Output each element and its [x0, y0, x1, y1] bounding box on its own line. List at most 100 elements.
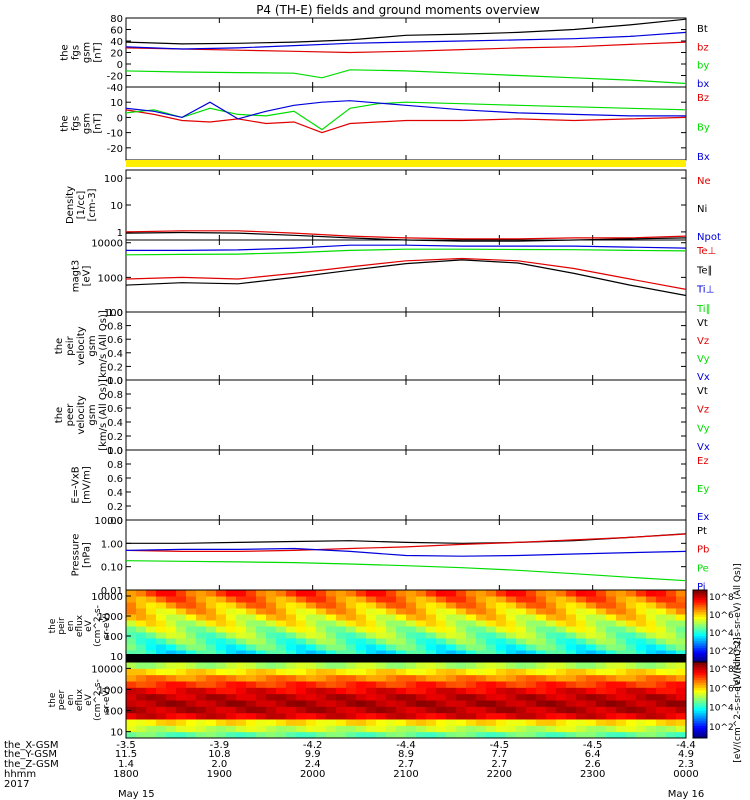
spectrogram-cell	[166, 638, 177, 645]
spectrogram-cell	[556, 620, 567, 627]
spectrogram-cell	[306, 719, 317, 726]
spectrogram-cell	[216, 700, 227, 707]
spectrogram-cell	[556, 731, 567, 739]
spectrogram-cell	[336, 719, 347, 726]
spectrogram-cell	[656, 674, 667, 682]
spectrogram-cell	[596, 638, 607, 645]
spectrogram-cell	[336, 596, 347, 603]
spectrogram-cell	[366, 674, 377, 682]
spectrogram-cell	[306, 632, 317, 639]
spectrogram-cell	[436, 712, 447, 720]
spectrogram-cell	[656, 725, 667, 733]
spectrogram-cell	[236, 614, 247, 621]
spectrogram-cell	[406, 620, 417, 627]
spectrogram-cell	[296, 706, 307, 714]
spectrogram-cell	[676, 650, 687, 657]
quality-flag-bar	[126, 160, 686, 167]
spectrogram-cell	[406, 681, 417, 688]
spectrogram-cell	[446, 693, 457, 701]
spectrogram-cell	[346, 608, 357, 615]
spectrogram-cell	[256, 590, 267, 597]
spectrogram-cell	[366, 614, 377, 621]
plot-title: P4 (TH-E) fields and ground moments over…	[256, 3, 540, 17]
spectrogram-cell	[546, 668, 557, 676]
panel-frame	[125, 449, 687, 521]
spectrogram-cell	[276, 706, 287, 714]
spectrogram-cell	[546, 644, 557, 651]
colorbar-cell	[693, 687, 707, 691]
spectrogram-cell	[456, 602, 467, 609]
spectrogram-cell	[496, 693, 507, 701]
spectrogram-cell	[636, 662, 647, 669]
spectrogram-cell	[526, 644, 537, 651]
spectrogram-cell	[316, 725, 327, 733]
spectrogram-cell	[356, 712, 367, 720]
footer-value: 0000	[673, 769, 698, 780]
spectrogram-cell	[316, 608, 327, 615]
y-axis-label: (cm^2-s-	[93, 679, 103, 721]
spectrogram-cell	[256, 725, 267, 733]
spectrogram-cell	[296, 681, 307, 688]
spectrogram-cell	[536, 602, 547, 609]
spectrogram-cell	[546, 725, 557, 733]
spectrogram-cell	[416, 706, 427, 714]
spectrogram-cell	[446, 731, 457, 739]
spectrogram-cell	[646, 638, 657, 645]
spectrogram-cell	[486, 602, 497, 609]
spectrogram-cell	[646, 620, 657, 627]
spectrogram-cell	[536, 662, 547, 669]
y-axis-label: peer	[57, 689, 67, 710]
spectrogram-cell	[406, 614, 417, 621]
spectrogram-cell	[346, 650, 357, 657]
spectrogram-cell	[276, 687, 287, 695]
spectrogram-cell	[676, 668, 687, 676]
spectrogram-cell	[506, 620, 517, 627]
y-axis-label: gsm	[87, 404, 98, 425]
spectrogram-cell	[616, 632, 627, 639]
colorbar-cell	[693, 614, 707, 617]
spectrogram-cell	[586, 681, 597, 688]
spectrogram-cell	[256, 650, 267, 657]
spectrogram-cell	[286, 620, 297, 627]
spectrogram-cell	[496, 706, 507, 714]
y-axis-label: [nT]	[93, 42, 104, 62]
colorbar-cell	[693, 602, 707, 605]
spectrogram-cell	[266, 614, 277, 621]
spectrogram-cell	[176, 712, 187, 720]
spectrogram-cell	[606, 674, 617, 682]
y-axis-label: gsm	[82, 42, 93, 63]
spectrogram-cell	[286, 674, 297, 682]
y-axis-label: [km/s (All Qs)]	[98, 310, 109, 382]
spectrogram-cell	[166, 681, 177, 688]
spectrogram-cell	[316, 602, 327, 609]
spectrogram-cell	[206, 602, 217, 609]
colorbar-cell	[693, 722, 707, 726]
series-line-Ti∥	[125, 248, 687, 256]
spectrogram-cell	[196, 681, 207, 688]
spectrogram-cell	[506, 712, 517, 720]
spectrogram-cell	[576, 590, 587, 597]
colorbar-cell	[693, 616, 707, 620]
spectrogram-cell	[186, 706, 197, 714]
spectrogram-cell	[246, 620, 257, 627]
spectrogram-cell	[386, 590, 397, 597]
spectrogram-cell	[376, 700, 387, 707]
spectrogram-cell	[506, 700, 517, 707]
spectrogram-cell	[286, 626, 297, 633]
spectrogram-cell	[456, 712, 467, 720]
spectrogram-cell	[476, 590, 487, 597]
spectrogram-cell	[276, 590, 287, 597]
spectrogram-cell	[606, 632, 617, 639]
series-line-bx	[125, 31, 687, 50]
spectrogram-cell	[586, 700, 597, 707]
spectrogram-cell	[646, 731, 657, 739]
spectrogram-cell	[446, 725, 457, 733]
spectrogram-cell	[476, 608, 487, 615]
legend-entry: by	[697, 61, 709, 72]
spectrogram-cell	[656, 602, 667, 609]
spectrogram-cell	[546, 590, 557, 597]
spectrogram-cell	[506, 725, 517, 733]
spectrogram-cell	[296, 712, 307, 720]
spectrogram-cell	[656, 700, 667, 707]
